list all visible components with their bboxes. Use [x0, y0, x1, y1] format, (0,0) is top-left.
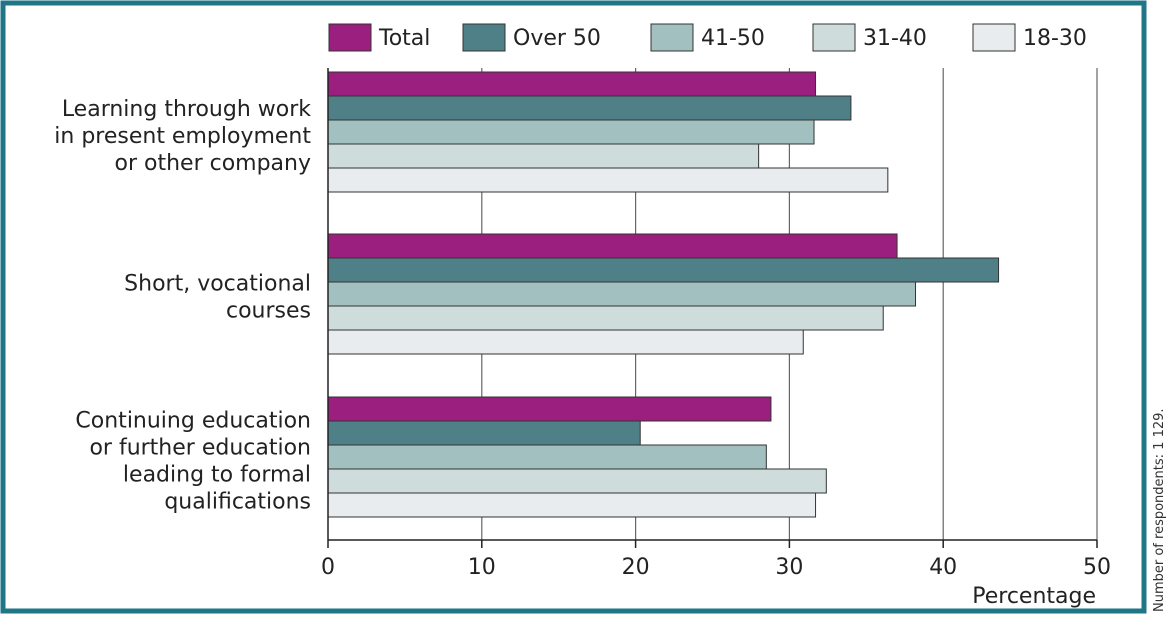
x-tick-label-50: 50 [1083, 555, 1111, 580]
x-tick-label-40: 40 [929, 555, 957, 580]
legend-label-3: 31-40 [863, 26, 927, 51]
bar-over-50-2 [327, 420, 641, 446]
x-tick-label-0: 0 [321, 555, 335, 580]
bar-18-30-0 [327, 167, 889, 193]
legend-swatch-0 [328, 23, 372, 52]
category-label-2: Continuing education or further education… [75, 409, 311, 515]
bar-31-40-1 [327, 305, 884, 331]
bar-total-0 [327, 71, 817, 97]
category-label-line: or other company [115, 151, 312, 176]
bar-over-50-1 [327, 257, 1000, 283]
bar-18-30-1 [327, 329, 804, 355]
legend-swatch-2 [650, 23, 694, 52]
category-label-line: Learning through work [62, 97, 311, 122]
side-note: Number of respondents: 1 129. [1152, 408, 1167, 612]
category-label-1: Short, vocational courses [124, 272, 311, 324]
legend-swatch-3 [812, 23, 856, 52]
legend-label-4: 18-30 [1023, 26, 1087, 51]
bar-31-40-0 [327, 143, 760, 169]
bar-total-2 [327, 396, 772, 422]
legend-label-1: Over 50 [513, 26, 601, 51]
legend-swatch-4 [972, 23, 1016, 52]
category-label-line: or further education [89, 436, 311, 461]
category-label-line: qualifications [164, 490, 311, 515]
x-axis-title: Percentage [972, 584, 1096, 609]
legend-label-2: 41-50 [701, 26, 765, 51]
bar-31-40-2 [327, 468, 827, 494]
bar-total-1 [327, 233, 898, 259]
bar-41-50-1 [327, 281, 917, 307]
category-label-line: Short, vocational [124, 272, 311, 297]
category-label-line: leading to formal [123, 463, 311, 488]
bar-18-30-2 [327, 492, 817, 518]
bar-over-50-0 [327, 95, 852, 121]
x-tick-label-20: 20 [622, 555, 650, 580]
x-tick-label-10: 10 [468, 555, 496, 580]
category-label-0: Learning through work in present employme… [54, 97, 311, 176]
category-label-line: in present employment [54, 124, 311, 149]
legend-label-0: Total [378, 26, 430, 51]
x-tick-label-30: 30 [775, 555, 803, 580]
legend-swatch-1 [462, 23, 506, 52]
bar-41-50-2 [327, 444, 767, 470]
bar-41-50-0 [327, 119, 815, 145]
category-label-line: courses [226, 299, 311, 324]
category-label-line: Continuing education [75, 409, 311, 434]
